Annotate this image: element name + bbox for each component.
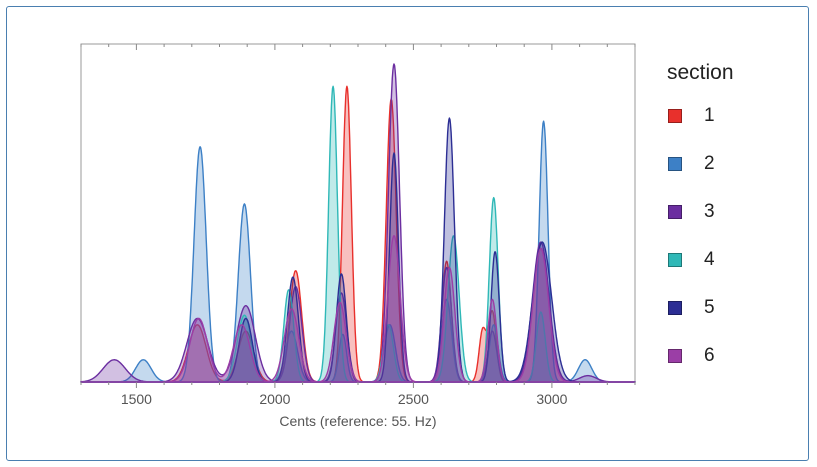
series-layer [80, 63, 636, 383]
x-tick-label: 3000 [536, 391, 567, 407]
legend-label: 6 [704, 345, 715, 366]
x-axis: 1500 2000 2500 3000 [80, 44, 636, 407]
x-tick-label: 2000 [259, 391, 290, 407]
legend-label: 4 [704, 249, 715, 270]
legend-label: 5 [704, 297, 715, 318]
x-tick-label: 2500 [398, 391, 429, 407]
density-curve-6 [80, 235, 636, 383]
chart-frame [6, 6, 809, 461]
legend-item-5: 5 [668, 297, 715, 318]
legend-item-2: 2 [668, 153, 715, 174]
legend-swatch [668, 301, 682, 315]
legend-title: section [667, 61, 734, 84]
legend-swatch [668, 205, 682, 219]
x-tick-label: 1500 [121, 391, 152, 407]
legend-label: 3 [704, 201, 715, 222]
legend-swatch [668, 349, 682, 363]
legend-item-3: 3 [668, 201, 715, 222]
legend-item-6: 6 [668, 345, 715, 366]
legend-label: 1 [704, 105, 715, 126]
legend-label: 2 [704, 153, 715, 174]
legend-swatch [668, 109, 682, 123]
legend-item-4: 4 [668, 249, 715, 270]
x-axis-label: Cents (reference: 55. Hz) [279, 413, 436, 429]
legend-swatch [668, 157, 682, 171]
legend-item-1: 1 [668, 105, 715, 126]
legend-swatch [668, 253, 682, 267]
series-6 [80, 235, 636, 383]
